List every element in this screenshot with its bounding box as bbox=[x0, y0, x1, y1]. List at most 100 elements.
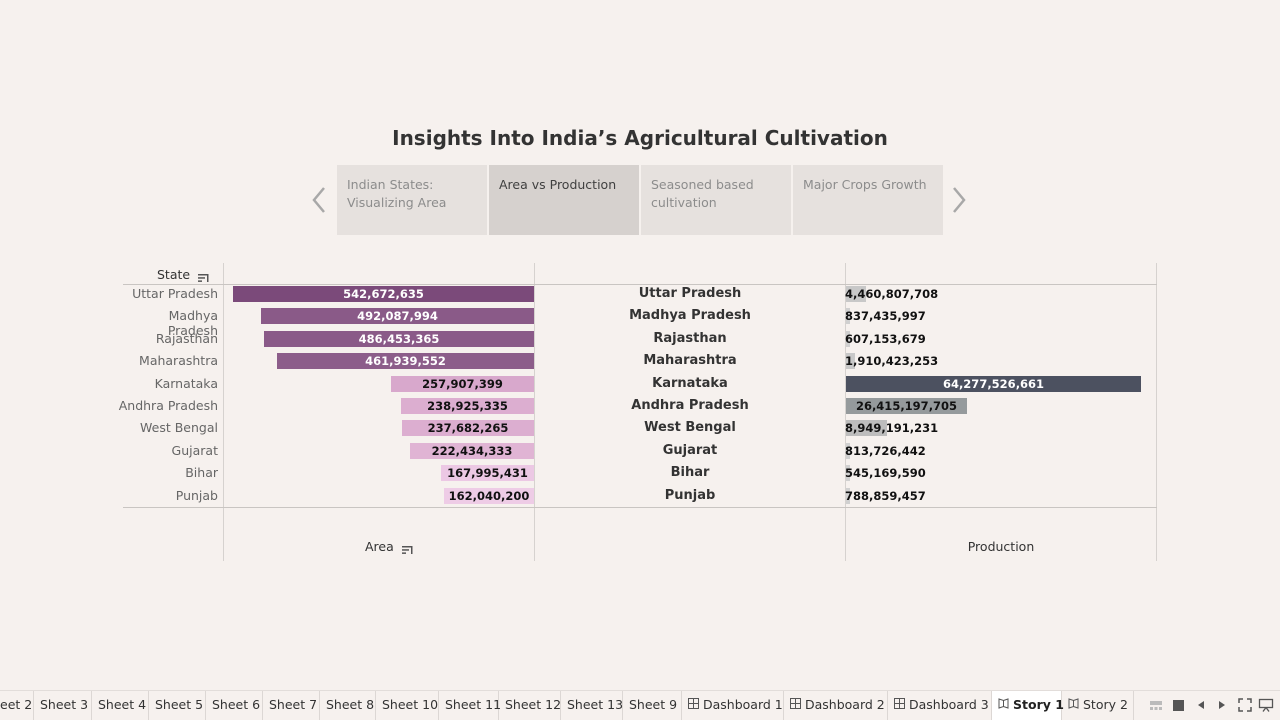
state-label[interactable]: Bihar bbox=[185, 465, 218, 480]
production-bar[interactable] bbox=[846, 465, 850, 481]
sheet-tab[interactable]: eet 2 bbox=[0, 691, 34, 720]
presentation-icon[interactable] bbox=[1258, 697, 1274, 713]
state-header-label: State bbox=[157, 267, 191, 282]
sheet-tab-label: Story 1 bbox=[1013, 697, 1064, 712]
sheet-tab[interactable]: Sheet 9 bbox=[623, 691, 682, 720]
production-value-label: 607,153,679 bbox=[845, 332, 926, 346]
divider bbox=[123, 284, 1157, 285]
show-filmstrip-icon[interactable] bbox=[1148, 697, 1164, 713]
sheet-tab[interactable]: Sheet 10 bbox=[376, 691, 439, 720]
sheet-tab[interactable]: Sheet 11 bbox=[439, 691, 501, 720]
sheet-tab-label: Sheet 12 bbox=[505, 697, 562, 712]
production-bar[interactable] bbox=[846, 398, 967, 414]
sort-descending-icon[interactable] bbox=[401, 543, 413, 554]
sheet-tab[interactable]: Sheet 4 bbox=[92, 691, 149, 720]
state-label[interactable]: Andhra Pradesh bbox=[118, 398, 218, 413]
state-name-label: Rajasthan bbox=[653, 331, 727, 346]
area-value-label: 492,087,994 bbox=[357, 309, 438, 323]
state-name-label: Karnataka bbox=[652, 376, 728, 391]
sheet-tab-label: Sheet 4 bbox=[98, 697, 147, 712]
sheet-tab[interactable]: Sheet 8 bbox=[320, 691, 376, 720]
area-axis-title[interactable]: Area bbox=[365, 539, 413, 554]
state-label[interactable]: Punjab bbox=[175, 488, 218, 503]
area-value-label: 238,925,335 bbox=[427, 399, 508, 413]
area-value-label: 237,682,265 bbox=[427, 421, 509, 435]
story-point-label: Seasoned based cultivation bbox=[651, 177, 754, 210]
area-bar[interactable] bbox=[410, 443, 534, 459]
production-value-label: 545,169,590 bbox=[845, 466, 926, 480]
state-label[interactable]: Karnataka bbox=[154, 376, 218, 391]
sheet-tab-label: Sheet 5 bbox=[155, 697, 204, 712]
area-bar[interactable] bbox=[444, 488, 534, 504]
story-point-area-vs-production[interactable]: Area vs Production bbox=[489, 165, 639, 235]
area-value-label: 461,939,552 bbox=[365, 354, 446, 368]
sheet-tab-label: Dashboard 1 bbox=[703, 697, 783, 712]
production-value-label: 837,435,997 bbox=[845, 309, 926, 323]
sheet-tab-label: Dashboard 3 bbox=[909, 697, 989, 712]
scroll-left-icon[interactable] bbox=[1193, 697, 1209, 713]
sheet-tab[interactable]: Sheet 3 bbox=[34, 691, 92, 720]
state-label[interactable]: Madhya Pradesh bbox=[167, 308, 218, 338]
production-bar[interactable] bbox=[846, 488, 850, 504]
production-value-label: 26,415,197,705 bbox=[855, 399, 958, 413]
story-point-seasoned-cultivation[interactable]: Seasoned based cultivation bbox=[641, 165, 791, 235]
area-bar[interactable] bbox=[402, 420, 534, 436]
story-point-major-crops[interactable]: Major Crops Growth bbox=[793, 165, 943, 235]
chevron-right-icon[interactable] bbox=[948, 185, 972, 215]
sheet-tab[interactable]: Sheet 6 bbox=[206, 691, 263, 720]
sheet-tab[interactable]: Sheet 7 bbox=[263, 691, 320, 720]
production-value-label: 788,859,457 bbox=[845, 489, 926, 503]
sheet-tab-label: Sheet 9 bbox=[629, 697, 678, 712]
production-value-label: 1,910,423,253 bbox=[845, 354, 939, 368]
production-bar[interactable] bbox=[846, 308, 850, 324]
state-label[interactable]: Rajasthan bbox=[155, 331, 218, 346]
production-bar[interactable] bbox=[846, 331, 850, 347]
fullscreen-icon[interactable] bbox=[1237, 697, 1253, 713]
state-label[interactable]: Maharashtra bbox=[139, 353, 218, 368]
sheet-tab[interactable]: Sheet 12 bbox=[499, 691, 561, 720]
state-label[interactable]: Uttar Pradesh bbox=[132, 286, 218, 301]
area-axis-label: Area bbox=[365, 539, 394, 554]
production-bar[interactable] bbox=[846, 420, 887, 436]
area-bar[interactable] bbox=[391, 376, 534, 392]
area-bar[interactable] bbox=[277, 353, 534, 369]
sheet-tab[interactable]: Dashboard 3 bbox=[888, 691, 992, 720]
sheet-tab-label: Sheet 13 bbox=[567, 697, 624, 712]
area-bar[interactable] bbox=[261, 308, 534, 324]
sheet-tab[interactable]: Dashboard 2 bbox=[784, 691, 888, 720]
sheet-tab[interactable]: Story 1 bbox=[992, 691, 1064, 720]
sheet-tab[interactable]: Story 2 bbox=[1062, 691, 1134, 720]
production-value-label: 8,949,191,231 bbox=[845, 421, 939, 435]
dashboard-icon bbox=[790, 692, 801, 720]
state-label[interactable]: West Bengal bbox=[140, 420, 218, 435]
chevron-left-icon[interactable] bbox=[308, 185, 332, 215]
production-bar[interactable] bbox=[846, 443, 850, 459]
sheet-tab[interactable]: Sheet 13 bbox=[561, 691, 623, 720]
sheet-tab-label: Sheet 3 bbox=[40, 697, 89, 712]
production-bar[interactable] bbox=[846, 286, 866, 302]
divider bbox=[845, 263, 846, 561]
state-name-label: Punjab bbox=[664, 488, 716, 503]
state-name-label: West Bengal bbox=[644, 420, 736, 435]
sheet-tab[interactable]: Dashboard 1 bbox=[682, 691, 784, 720]
story-point-indian-states[interactable]: Indian States: Visualizing Area bbox=[337, 165, 487, 235]
state-column-header[interactable]: State bbox=[157, 267, 209, 282]
area-bar[interactable] bbox=[264, 331, 534, 347]
show-tabs-icon[interactable] bbox=[1170, 697, 1186, 713]
area-value-label: 222,434,333 bbox=[431, 444, 513, 458]
sheet-tab[interactable]: Sheet 5 bbox=[149, 691, 206, 720]
production-bar[interactable] bbox=[846, 376, 1141, 392]
area-bar[interactable] bbox=[401, 398, 534, 414]
area-value-label: 486,453,365 bbox=[358, 332, 440, 346]
production-value-label: 813,726,442 bbox=[845, 444, 926, 458]
sheet-tab-label: eet 2 bbox=[0, 697, 33, 712]
area-bar[interactable] bbox=[233, 286, 534, 302]
area-bar[interactable] bbox=[441, 465, 534, 481]
production-axis-title: Production bbox=[967, 539, 1035, 554]
state-label[interactable]: Gujarat bbox=[171, 443, 218, 458]
state-name-label: Uttar Pradesh bbox=[638, 286, 742, 301]
sort-descending-icon[interactable] bbox=[197, 271, 209, 282]
story-point-label: Indian States: Visualizing Area bbox=[347, 177, 447, 210]
production-bar[interactable] bbox=[846, 353, 855, 369]
scroll-right-icon[interactable] bbox=[1214, 697, 1230, 713]
